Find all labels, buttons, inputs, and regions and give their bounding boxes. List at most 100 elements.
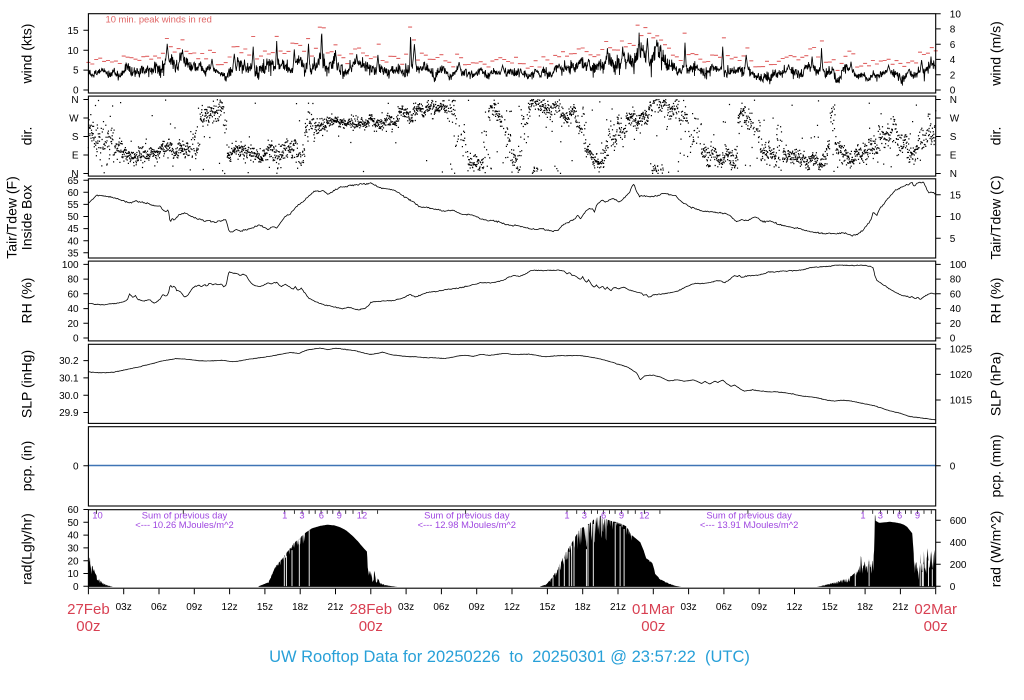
svg-text:Inside Box: Inside Box [19, 185, 35, 250]
svg-text:0: 0 [950, 582, 956, 593]
svg-text:<--- 13.91 MJoules/m^2: <--- 13.91 MJoules/m^2 [700, 519, 798, 530]
svg-text:30: 30 [67, 544, 79, 555]
svg-text:rad (W/m^2): rad (W/m^2) [988, 511, 1004, 588]
svg-text:06z: 06z [433, 602, 449, 613]
svg-text:00z: 00z [641, 618, 665, 635]
svg-text:<--- 12.98 MJoules/m^2: <--- 12.98 MJoules/m^2 [418, 519, 516, 530]
svg-text:6: 6 [601, 509, 606, 520]
svg-text:pcp. (mm): pcp. (mm) [988, 435, 1004, 498]
svg-text:50: 50 [67, 518, 79, 529]
svg-text:0: 0 [73, 86, 79, 97]
svg-text:0: 0 [950, 86, 956, 97]
svg-text:60: 60 [67, 505, 79, 516]
svg-text:21z: 21z [327, 602, 343, 613]
svg-text:20: 20 [67, 556, 79, 567]
svg-text:W: W [69, 114, 79, 125]
svg-text:1: 1 [282, 509, 287, 520]
svg-text:100: 100 [62, 260, 79, 271]
svg-text:0: 0 [950, 334, 956, 345]
svg-text:09z: 09z [469, 602, 485, 613]
svg-text:1020: 1020 [950, 370, 973, 381]
svg-text:06z: 06z [151, 602, 167, 613]
svg-text:1015: 1015 [950, 396, 973, 407]
svg-text:5: 5 [950, 234, 956, 245]
svg-text:400: 400 [950, 538, 967, 549]
svg-text:0: 0 [950, 461, 956, 472]
svg-text:Sum of previous day: Sum of previous day [424, 509, 510, 520]
svg-text:15: 15 [67, 26, 79, 37]
svg-text:15z: 15z [539, 602, 555, 613]
svg-text:0: 0 [73, 334, 79, 345]
svg-text:3: 3 [878, 509, 883, 520]
svg-text:100: 100 [950, 260, 967, 271]
svg-text:Sum of previous day: Sum of previous day [706, 509, 792, 520]
svg-text:SLP (inHg): SLP (inHg) [19, 350, 35, 418]
svg-text:18z: 18z [857, 602, 873, 613]
svg-text:Sum of previous day: Sum of previous day [142, 509, 228, 520]
svg-text:10: 10 [950, 9, 962, 20]
svg-text:15: 15 [950, 190, 962, 201]
svg-text:E: E [950, 151, 957, 162]
svg-text:SLP (hPa): SLP (hPa) [988, 352, 1004, 416]
svg-text:00z: 00z [359, 618, 383, 635]
svg-text:3: 3 [582, 509, 587, 520]
svg-text:dir.: dir. [988, 127, 1004, 146]
svg-text:1: 1 [860, 509, 865, 520]
svg-text:40: 40 [67, 531, 79, 542]
svg-text:20: 20 [950, 319, 962, 330]
svg-text:0: 0 [73, 461, 79, 472]
svg-text:27Feb: 27Feb [67, 601, 110, 618]
svg-text:N: N [950, 169, 957, 180]
svg-text:10 min. peak winds in red: 10 min. peak winds in red [106, 13, 212, 24]
svg-text:W: W [950, 114, 960, 125]
svg-text:65: 65 [67, 176, 79, 187]
svg-text:50: 50 [67, 212, 79, 223]
svg-text:6: 6 [950, 40, 956, 51]
svg-text:30.1: 30.1 [59, 374, 79, 385]
svg-text:wind (kts): wind (kts) [19, 24, 35, 85]
svg-text:N: N [71, 169, 78, 180]
svg-text:55: 55 [67, 200, 79, 211]
svg-text:rad(Lgly/hr): rad(Lgly/hr) [19, 513, 35, 585]
svg-text:60: 60 [67, 289, 79, 300]
svg-text:10: 10 [950, 212, 962, 223]
svg-text:8: 8 [950, 25, 956, 36]
svg-text:35: 35 [67, 248, 79, 259]
svg-text:03z: 03z [116, 602, 132, 613]
svg-text:Tair/Tdew (C): Tair/Tdew (C) [988, 175, 1004, 259]
svg-text:09z: 09z [186, 602, 202, 613]
svg-text:600: 600 [950, 516, 967, 527]
svg-text:RH (%): RH (%) [19, 278, 35, 324]
svg-text:60: 60 [950, 289, 962, 300]
svg-text:E: E [72, 151, 79, 162]
svg-text:12z: 12z [504, 602, 520, 613]
svg-text:10: 10 [92, 509, 102, 520]
svg-text:wind (m/s): wind (m/s) [988, 21, 1004, 87]
svg-text:18z: 18z [292, 602, 308, 613]
svg-text:20: 20 [67, 319, 79, 330]
svg-text:1: 1 [564, 509, 569, 520]
svg-text:6: 6 [897, 509, 902, 520]
svg-text:06z: 06z [716, 602, 732, 613]
svg-text:40: 40 [67, 304, 79, 315]
svg-text:01Mar: 01Mar [632, 601, 675, 618]
svg-text:N: N [71, 95, 78, 106]
svg-text:00z: 00z [76, 618, 100, 635]
svg-text:S: S [72, 132, 79, 143]
svg-text:10: 10 [67, 569, 79, 580]
svg-text:40: 40 [67, 236, 79, 247]
svg-text:15z: 15z [257, 602, 273, 613]
svg-text:<--- 10.26 MJoules/m^2: <--- 10.26 MJoules/m^2 [135, 519, 233, 530]
svg-text:dir.: dir. [19, 127, 35, 146]
svg-text:18z: 18z [575, 602, 591, 613]
svg-text:9: 9 [337, 509, 342, 520]
svg-text:5: 5 [73, 66, 79, 77]
svg-text:12: 12 [357, 509, 367, 520]
svg-text:Tair/Tdew (F): Tair/Tdew (F) [4, 176, 20, 258]
svg-text:00z: 00z [924, 618, 948, 635]
svg-text:S: S [950, 132, 957, 143]
svg-text:21z: 21z [610, 602, 626, 613]
svg-text:02Mar: 02Mar [914, 601, 957, 618]
svg-text:1025: 1025 [950, 345, 973, 356]
svg-text:10: 10 [67, 46, 79, 57]
